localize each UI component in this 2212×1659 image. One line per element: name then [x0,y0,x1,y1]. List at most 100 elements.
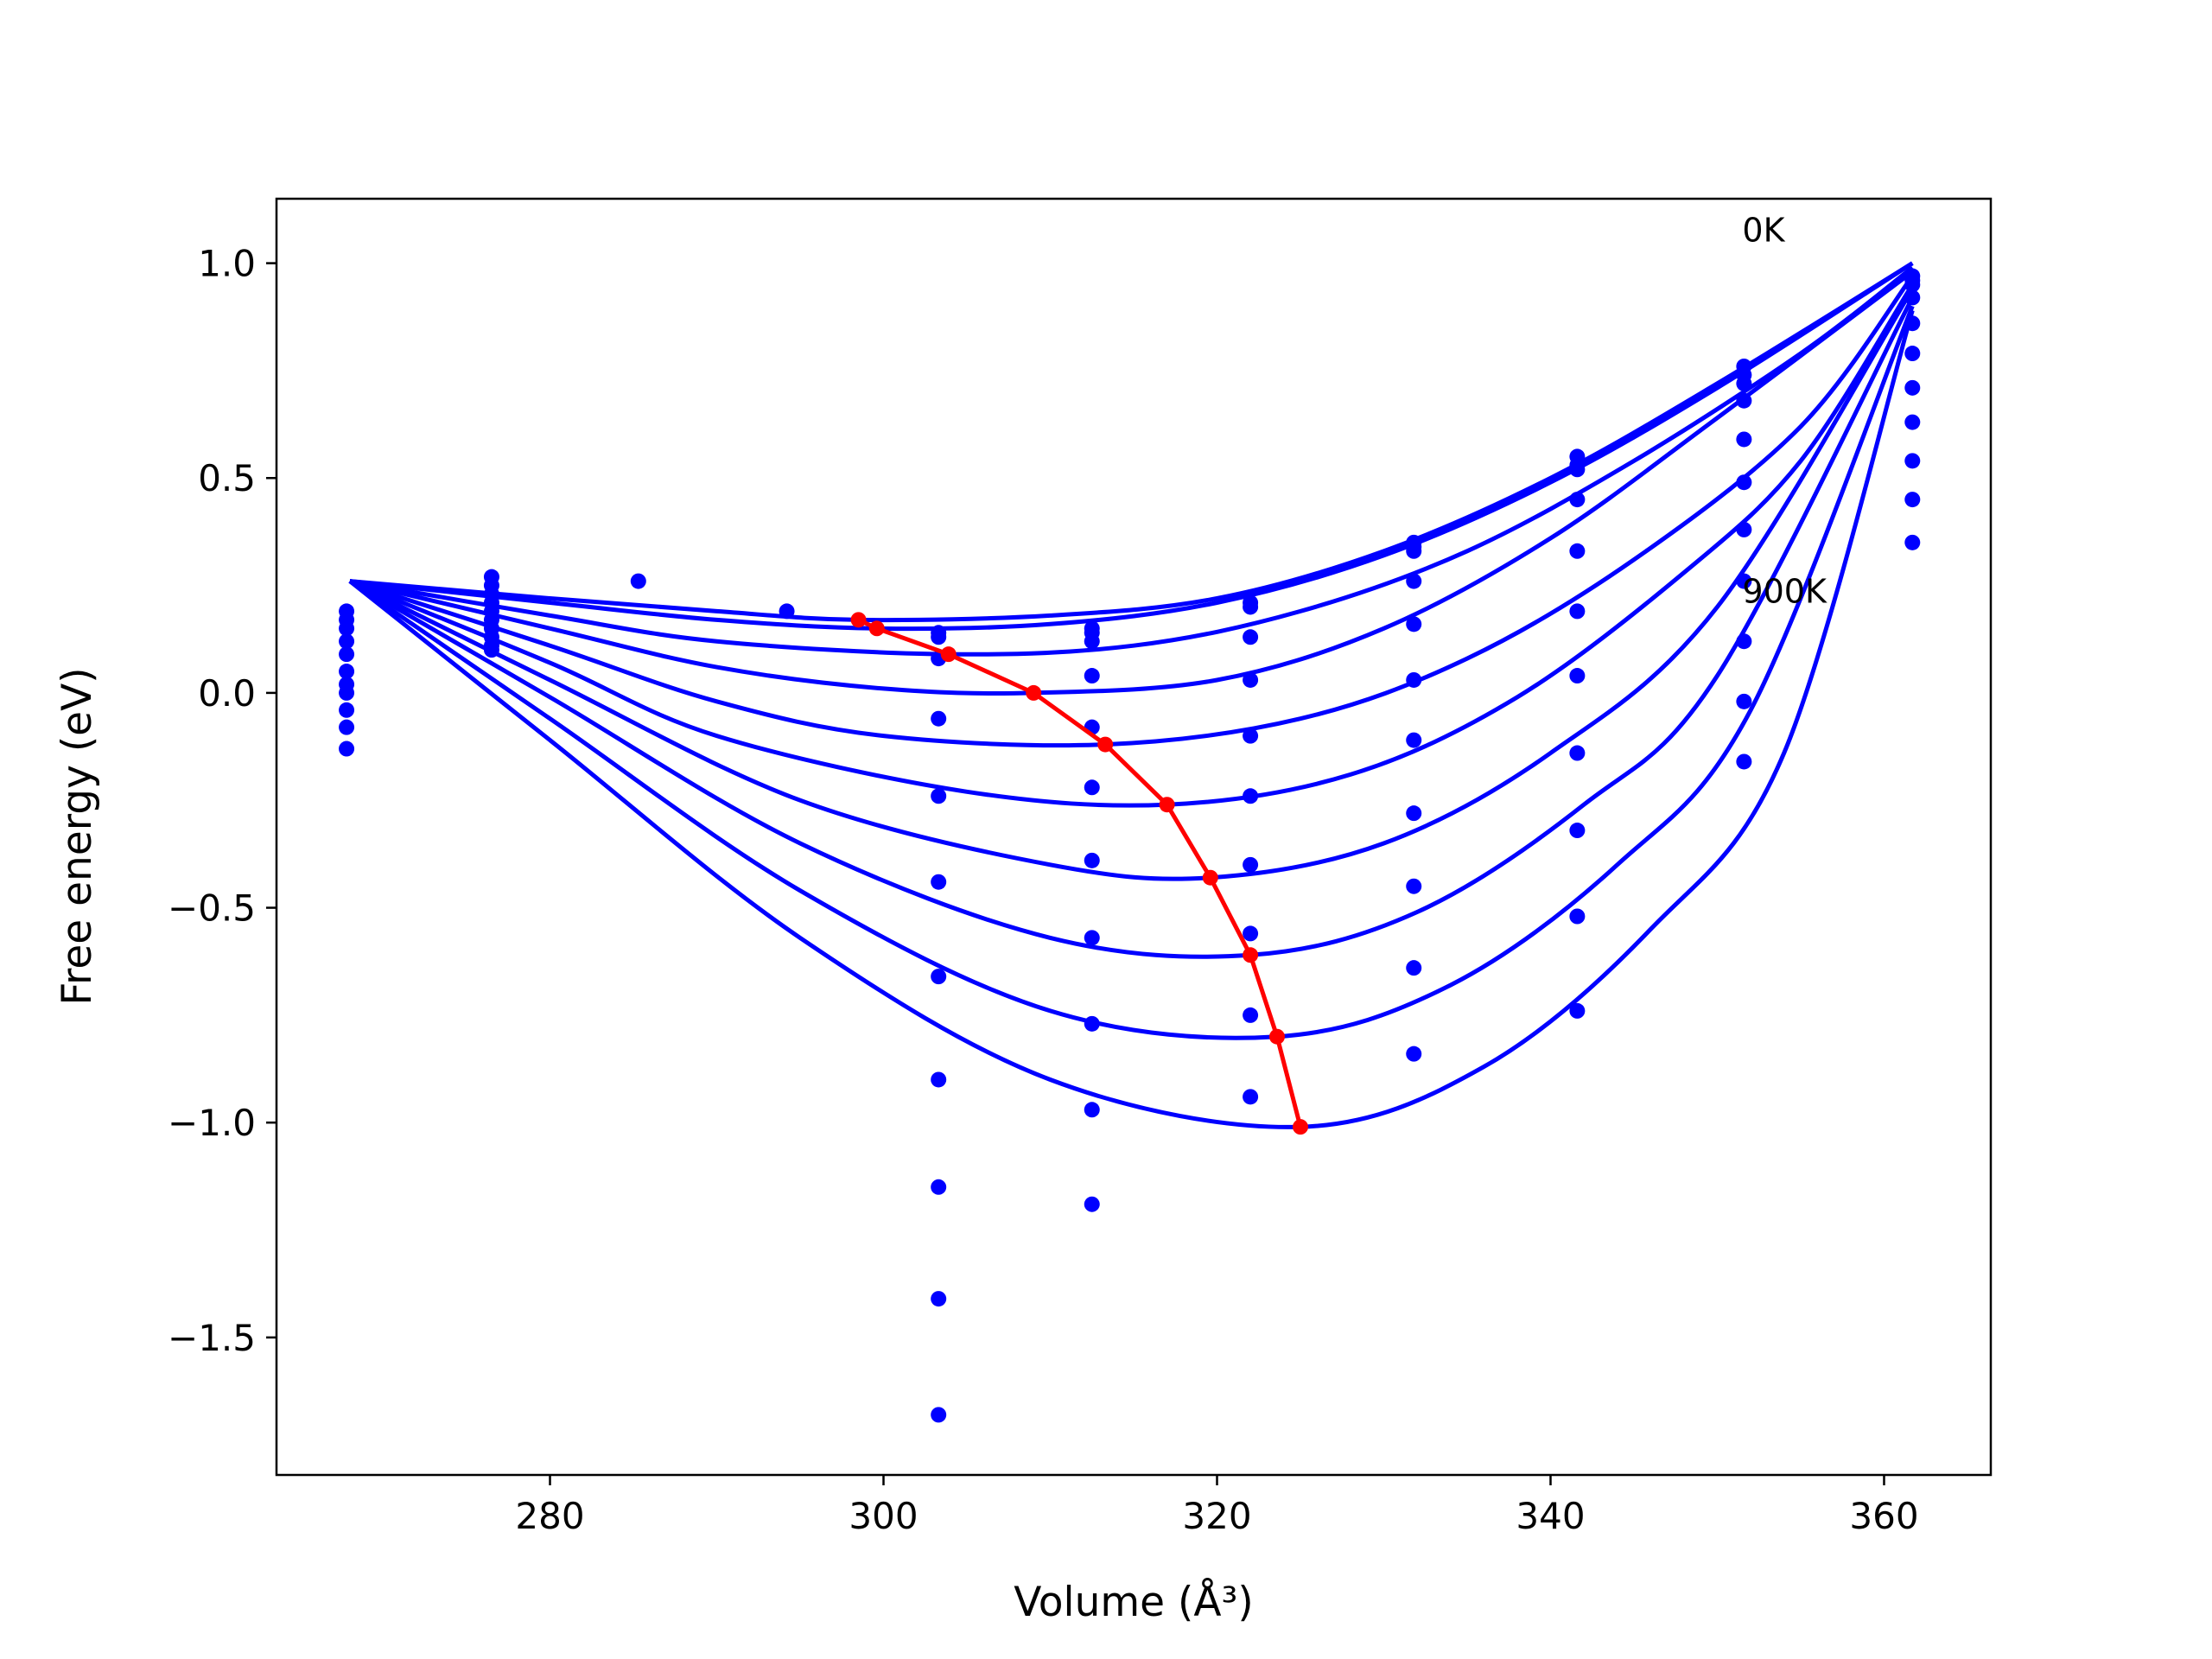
fit-curve-300k [349,270,1914,696]
data-point [1406,573,1422,589]
data-point [1084,1015,1100,1032]
data-point [1569,543,1586,559]
data-point [1243,671,1259,688]
data-point [779,603,795,620]
data-point [931,1407,947,1423]
data-point [1736,474,1752,491]
data-point [1406,960,1422,976]
minimum-point [850,612,867,628]
data-point [1904,453,1921,469]
data-point [339,664,355,680]
data-point [931,629,947,645]
y-axis-ticks: 1.0 0.5 0.0 −0.5 −1.0 −1.5 [168,243,276,1359]
data-point [1084,930,1100,946]
data-point [1406,543,1422,559]
data-point [1243,728,1259,744]
temperature-annotation: 0K [1742,212,1785,250]
data-points [339,268,1921,1423]
data-point [1569,492,1586,508]
data-point [931,969,947,985]
data-point [1904,379,1921,396]
data-point [1406,616,1422,632]
data-point [1243,1007,1259,1023]
data-point [339,741,355,757]
data-point [339,684,355,701]
data-point [1084,668,1100,684]
data-point [1736,375,1752,391]
data-point [1406,1046,1422,1062]
x-tick-label: 280 [515,1495,584,1537]
data-point [1084,852,1100,868]
minimum-point [1243,947,1259,963]
data-point [339,646,355,663]
data-point [1904,276,1921,293]
minimum-point [1202,869,1218,886]
data-point [1569,1002,1586,1019]
y-axis-label: Free energy (eV) [54,667,101,1005]
y-tick-label: −0.5 [168,887,256,930]
data-point [1084,633,1100,650]
data-point [931,1071,947,1088]
data-point [1569,603,1586,620]
data-point [1904,534,1921,550]
data-point [1569,908,1586,925]
data-point [1736,633,1752,650]
data-point [1736,431,1752,448]
data-point [339,719,355,735]
data-point [1406,805,1422,822]
data-point [1243,788,1259,804]
x-tick-label: 360 [1849,1495,1918,1537]
data-point [339,702,355,718]
x-axis-label: Volume (Å³) [1014,1579,1253,1626]
data-point [1084,779,1100,796]
data-point [1569,668,1586,684]
data-point [1406,671,1422,688]
data-point [931,1179,947,1195]
data-point [1904,414,1921,430]
data-point [1569,745,1586,761]
data-point [1736,753,1752,770]
minimum-point [1292,1119,1308,1135]
data-point [1569,461,1586,478]
data-point [1243,1089,1259,1105]
data-point [1904,289,1921,306]
x-tick-label: 320 [1182,1495,1251,1537]
data-point [1084,1102,1100,1118]
data-point [1736,693,1752,709]
plot-frame [275,197,1993,1477]
data-point [483,642,499,658]
data-point [1243,599,1259,615]
temperature-annotation: 900K [1742,572,1827,610]
data-point [931,710,947,727]
data-point [1406,878,1422,894]
data-point [931,1291,947,1307]
minimum-point [940,646,957,663]
x-tick-label: 300 [849,1495,918,1537]
y-tick-label: −1.0 [168,1102,256,1144]
data-point [630,573,646,589]
fit-curve-200k [349,265,1914,657]
minimum-point [1159,797,1175,813]
data-point [931,874,947,890]
data-point [339,633,355,650]
data-point [1904,346,1921,362]
x-axis-ticks: 280 300 320 340 360 [515,1475,1919,1537]
y-tick-label: 0.0 [198,672,256,715]
data-point [1736,573,1752,589]
minimum-point [868,620,885,637]
x-tick-label: 340 [1516,1495,1585,1537]
data-point [1243,856,1259,873]
data-point [1569,823,1586,839]
data-point [1406,732,1422,748]
data-point [1243,629,1259,645]
data-point [1736,392,1752,409]
y-tick-label: 1.0 [198,243,256,285]
data-point [339,620,355,637]
minimum-point [1026,684,1042,701]
data-point [1736,521,1752,537]
y-tick-label: −1.5 [168,1317,256,1359]
fit-curve-0k [349,261,1914,623]
data-point [1904,492,1921,508]
